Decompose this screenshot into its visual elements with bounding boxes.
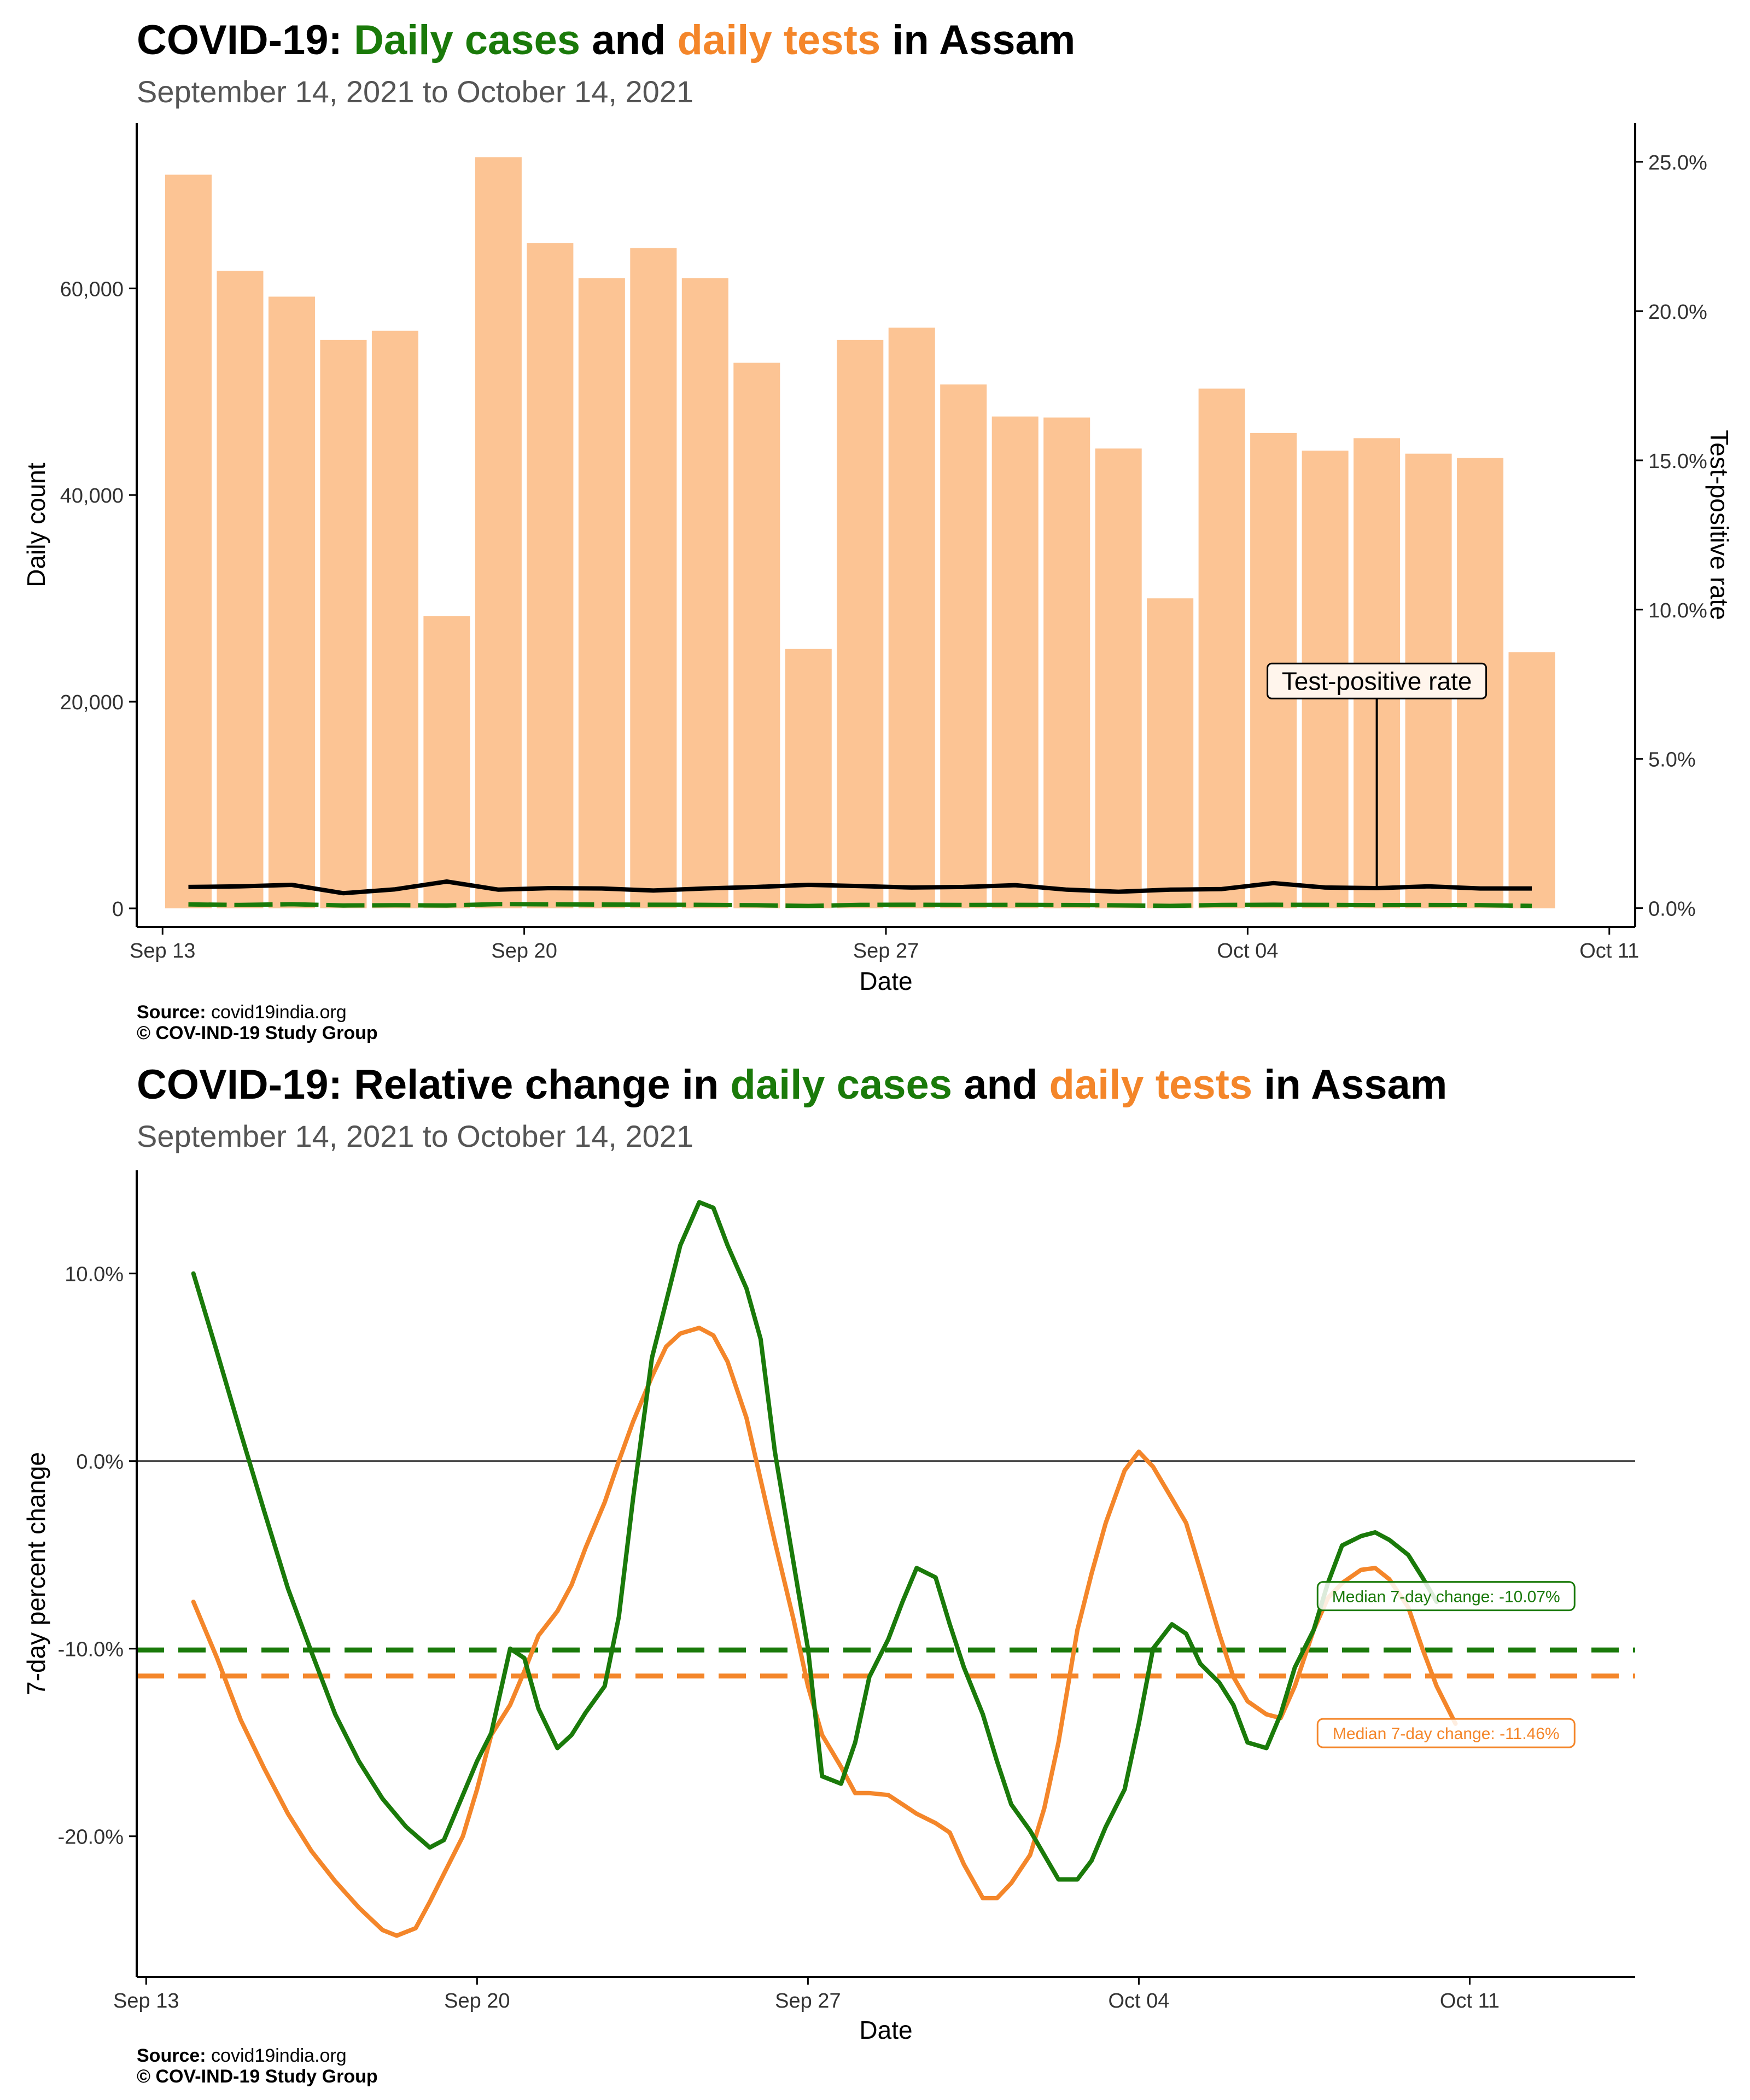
chart1-source: Source: covid19india.org [137, 1002, 347, 1023]
chart2-copyright-text: © COV-IND-19 Study Group [137, 2066, 378, 2087]
chart1-title-prefix: COVID-19: [137, 17, 354, 63]
x-tick-label: Oct 11 [1440, 1990, 1500, 2012]
chart2-source: Source: covid19india.org [137, 2045, 347, 2066]
tests-bar [1043, 417, 1090, 908]
tests-bar [578, 278, 625, 908]
x-axis-label: Date [859, 2016, 912, 2044]
x-tick-label: Sep 27 [775, 1990, 841, 2012]
chart2-title-cases: daily cases [730, 1061, 953, 1108]
chart2-title-prefix: COVID-19: Relative change in [137, 1061, 731, 1108]
chart1-title: COVID-19: Daily cases and daily tests in… [137, 16, 1075, 64]
x-tick-label: Oct 04 [1108, 1990, 1169, 2012]
y-tick-label: 0 [112, 898, 124, 921]
tests-bar [630, 248, 677, 908]
y2-tick-label: 10.0% [1648, 599, 1707, 622]
y2-tick-label: 15.0% [1648, 450, 1707, 473]
x-tick-label: Sep 20 [491, 940, 557, 962]
y2-tick-label: 25.0% [1648, 151, 1707, 174]
y-axis-label: 7-day percent change [22, 1452, 50, 1695]
tests-bar [268, 296, 315, 908]
x-tick-label: Sep 20 [444, 1990, 510, 2012]
tests-bar [785, 649, 832, 908]
y-axis-label: Daily count [22, 463, 50, 587]
chart1-title-cases: Daily cases [353, 17, 581, 63]
annotation-box [1267, 662, 1488, 699]
chart1-title-mid: and [580, 17, 678, 63]
tests-bar [1147, 598, 1194, 908]
y-tick-label: 40,000 [60, 485, 124, 508]
x-axis-label: Date [859, 967, 912, 995]
tests-bar [837, 340, 884, 908]
chart1-source-value: covid19india.org [211, 1002, 347, 1023]
chart1-title-suffix: in Assam [880, 17, 1076, 63]
chart2-plot: Median 7-day change: -10.07% Median 7-day… [22, 1170, 1635, 2044]
chart1-copyright-text: © COV-IND-19 Study Group [137, 1023, 378, 1043]
chart2-title-suffix: in Assam [1252, 1061, 1448, 1108]
tests-bar [1095, 448, 1142, 908]
median-tests-label-box [1316, 1718, 1576, 1748]
tests-bar [940, 384, 987, 908]
tests-bar [371, 330, 418, 908]
tests-bar [991, 416, 1039, 908]
chart2-subtitle: September 14, 2021 to October 14, 2021 [137, 1119, 694, 1153]
y2-axis-label: Test-positive rate [1705, 430, 1734, 620]
x-tick-label: Sep 13 [113, 1990, 179, 2012]
x-tick-label: Oct 04 [1217, 940, 1278, 962]
tests-bar [681, 278, 728, 908]
chart1-subtitle: September 14, 2021 to October 14, 2021 [137, 74, 694, 109]
chart1-title-tests: daily tests [677, 17, 881, 63]
chart1-plot: Test-positive rate 0 20,000 40,000 60,000 0.0… [22, 123, 1734, 995]
y-tick-label: -10.0% [58, 1638, 124, 1661]
chart2-title: COVID-19: Relative change in daily cases… [137, 1061, 1447, 1109]
cases-change-line [191, 1200, 1439, 1882]
y-tick-label: 10.0% [65, 1263, 124, 1286]
chart1-source-label: Source: [137, 1002, 206, 1023]
median-tests-label-text: Median 7-day change: -11.46% [1333, 1725, 1560, 1743]
x-tick-label: Sep 27 [853, 940, 919, 962]
chart2-source-value: covid19india.org [211, 2045, 347, 2066]
tests-bar [1508, 652, 1555, 908]
y-tick-label: 0.0% [76, 1451, 124, 1474]
y-tick-label: 60,000 [60, 278, 124, 301]
median-cases-label-text: Median 7-day change: -10.07% [1332, 1588, 1560, 1606]
tests-bar [527, 243, 574, 908]
tests-bar [1198, 388, 1245, 908]
chart2-copyright: © COV-IND-19 Study Group [137, 2066, 378, 2087]
chart2-title-tests: daily tests [1049, 1061, 1253, 1108]
cases-line [188, 902, 1532, 908]
chart2-source-label: Source: [137, 2045, 206, 2066]
y-tick-label: 20,000 [60, 691, 124, 714]
tests-bar [888, 328, 935, 908]
y-tick-label: -20.0% [58, 1826, 124, 1849]
tests-bar [217, 271, 264, 908]
tests-change-line [191, 1326, 1458, 1938]
tests-bar [475, 157, 522, 908]
annotation-text: Test-positive rate [1282, 667, 1472, 695]
chart1-copyright: © COV-IND-19 Study Group [137, 1023, 378, 1043]
tests-bar [320, 340, 367, 908]
y2-tick-label: 5.0% [1648, 749, 1696, 772]
chart2-title-mid: and [952, 1061, 1049, 1108]
tests-bar [733, 363, 780, 908]
y2-tick-label: 20.0% [1648, 301, 1707, 324]
tests-bar [165, 174, 212, 908]
median-cases-label-box [1316, 1581, 1576, 1612]
y2-tick-label: 0.0% [1648, 898, 1696, 921]
x-tick-label: Oct 11 [1579, 940, 1639, 962]
x-tick-label: Sep 13 [130, 940, 195, 962]
tests-bar [423, 616, 470, 908]
positive-rate-line [188, 879, 1532, 896]
